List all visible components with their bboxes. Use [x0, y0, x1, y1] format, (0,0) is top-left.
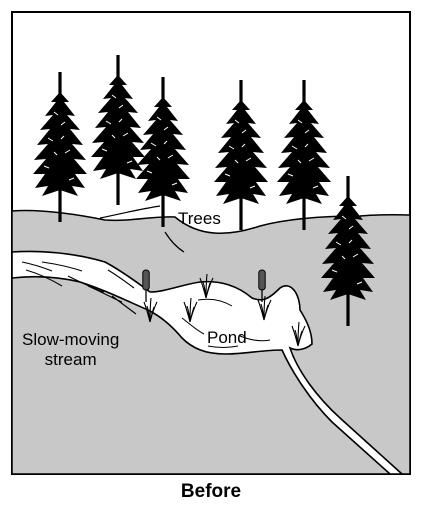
- pond-ripples: [181, 298, 271, 348]
- trees-label: Trees: [178, 209, 221, 228]
- pond-label: Pond: [207, 328, 247, 347]
- figure-caption: Before: [180, 481, 242, 502]
- stream-ripples: [21, 261, 137, 315]
- stream-label: Slow-moving stream: [22, 330, 119, 370]
- stream-label-line-1: Slow-moving: [22, 330, 120, 349]
- stream-label-line-2: stream: [44, 350, 97, 369]
- hill-contour: [99, 205, 185, 253]
